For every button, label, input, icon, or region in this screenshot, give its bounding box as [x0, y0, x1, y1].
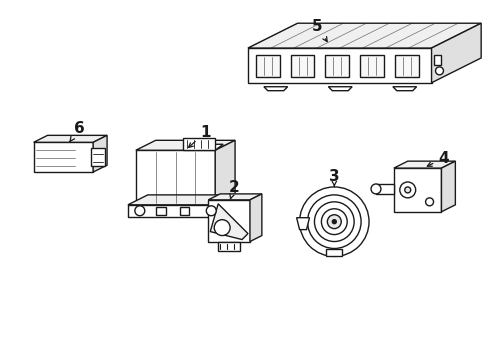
- Polygon shape: [360, 55, 384, 77]
- Polygon shape: [256, 55, 280, 77]
- Circle shape: [308, 195, 361, 248]
- Polygon shape: [136, 140, 235, 150]
- Polygon shape: [296, 218, 310, 230]
- Text: 3: 3: [329, 168, 340, 186]
- Polygon shape: [34, 142, 93, 172]
- Polygon shape: [34, 135, 107, 142]
- Polygon shape: [136, 150, 215, 205]
- Polygon shape: [250, 194, 262, 242]
- Text: 4: 4: [427, 151, 449, 166]
- Circle shape: [371, 184, 381, 194]
- Polygon shape: [91, 148, 105, 166]
- Polygon shape: [128, 205, 223, 217]
- Polygon shape: [432, 23, 481, 83]
- Circle shape: [214, 220, 230, 235]
- Polygon shape: [210, 204, 248, 239]
- Polygon shape: [208, 194, 262, 200]
- Polygon shape: [395, 55, 418, 77]
- Circle shape: [436, 67, 443, 75]
- Polygon shape: [328, 87, 352, 91]
- Circle shape: [400, 182, 416, 198]
- Polygon shape: [248, 23, 481, 48]
- Polygon shape: [441, 161, 455, 212]
- Polygon shape: [179, 207, 190, 215]
- Polygon shape: [128, 195, 243, 205]
- Polygon shape: [215, 140, 235, 205]
- Polygon shape: [248, 48, 432, 83]
- Polygon shape: [93, 135, 107, 172]
- Circle shape: [332, 220, 336, 224]
- Circle shape: [135, 206, 145, 216]
- Circle shape: [315, 202, 354, 242]
- Circle shape: [327, 215, 341, 229]
- Polygon shape: [156, 207, 166, 215]
- Circle shape: [206, 206, 216, 216]
- Circle shape: [321, 209, 347, 235]
- Polygon shape: [393, 87, 416, 91]
- Text: 2: 2: [229, 180, 240, 199]
- Text: 6: 6: [70, 121, 85, 141]
- Polygon shape: [183, 144, 223, 150]
- Polygon shape: [376, 184, 394, 194]
- Text: 5: 5: [312, 19, 327, 41]
- Polygon shape: [264, 87, 288, 91]
- Polygon shape: [218, 242, 240, 251]
- Circle shape: [405, 187, 411, 193]
- Polygon shape: [326, 249, 342, 256]
- Polygon shape: [434, 55, 441, 65]
- Text: 1: 1: [189, 125, 211, 148]
- Polygon shape: [183, 138, 215, 150]
- Circle shape: [426, 198, 434, 206]
- Polygon shape: [394, 168, 441, 212]
- Polygon shape: [291, 55, 315, 77]
- Polygon shape: [394, 161, 455, 168]
- Circle shape: [299, 187, 369, 256]
- Polygon shape: [325, 55, 349, 77]
- Polygon shape: [208, 200, 250, 242]
